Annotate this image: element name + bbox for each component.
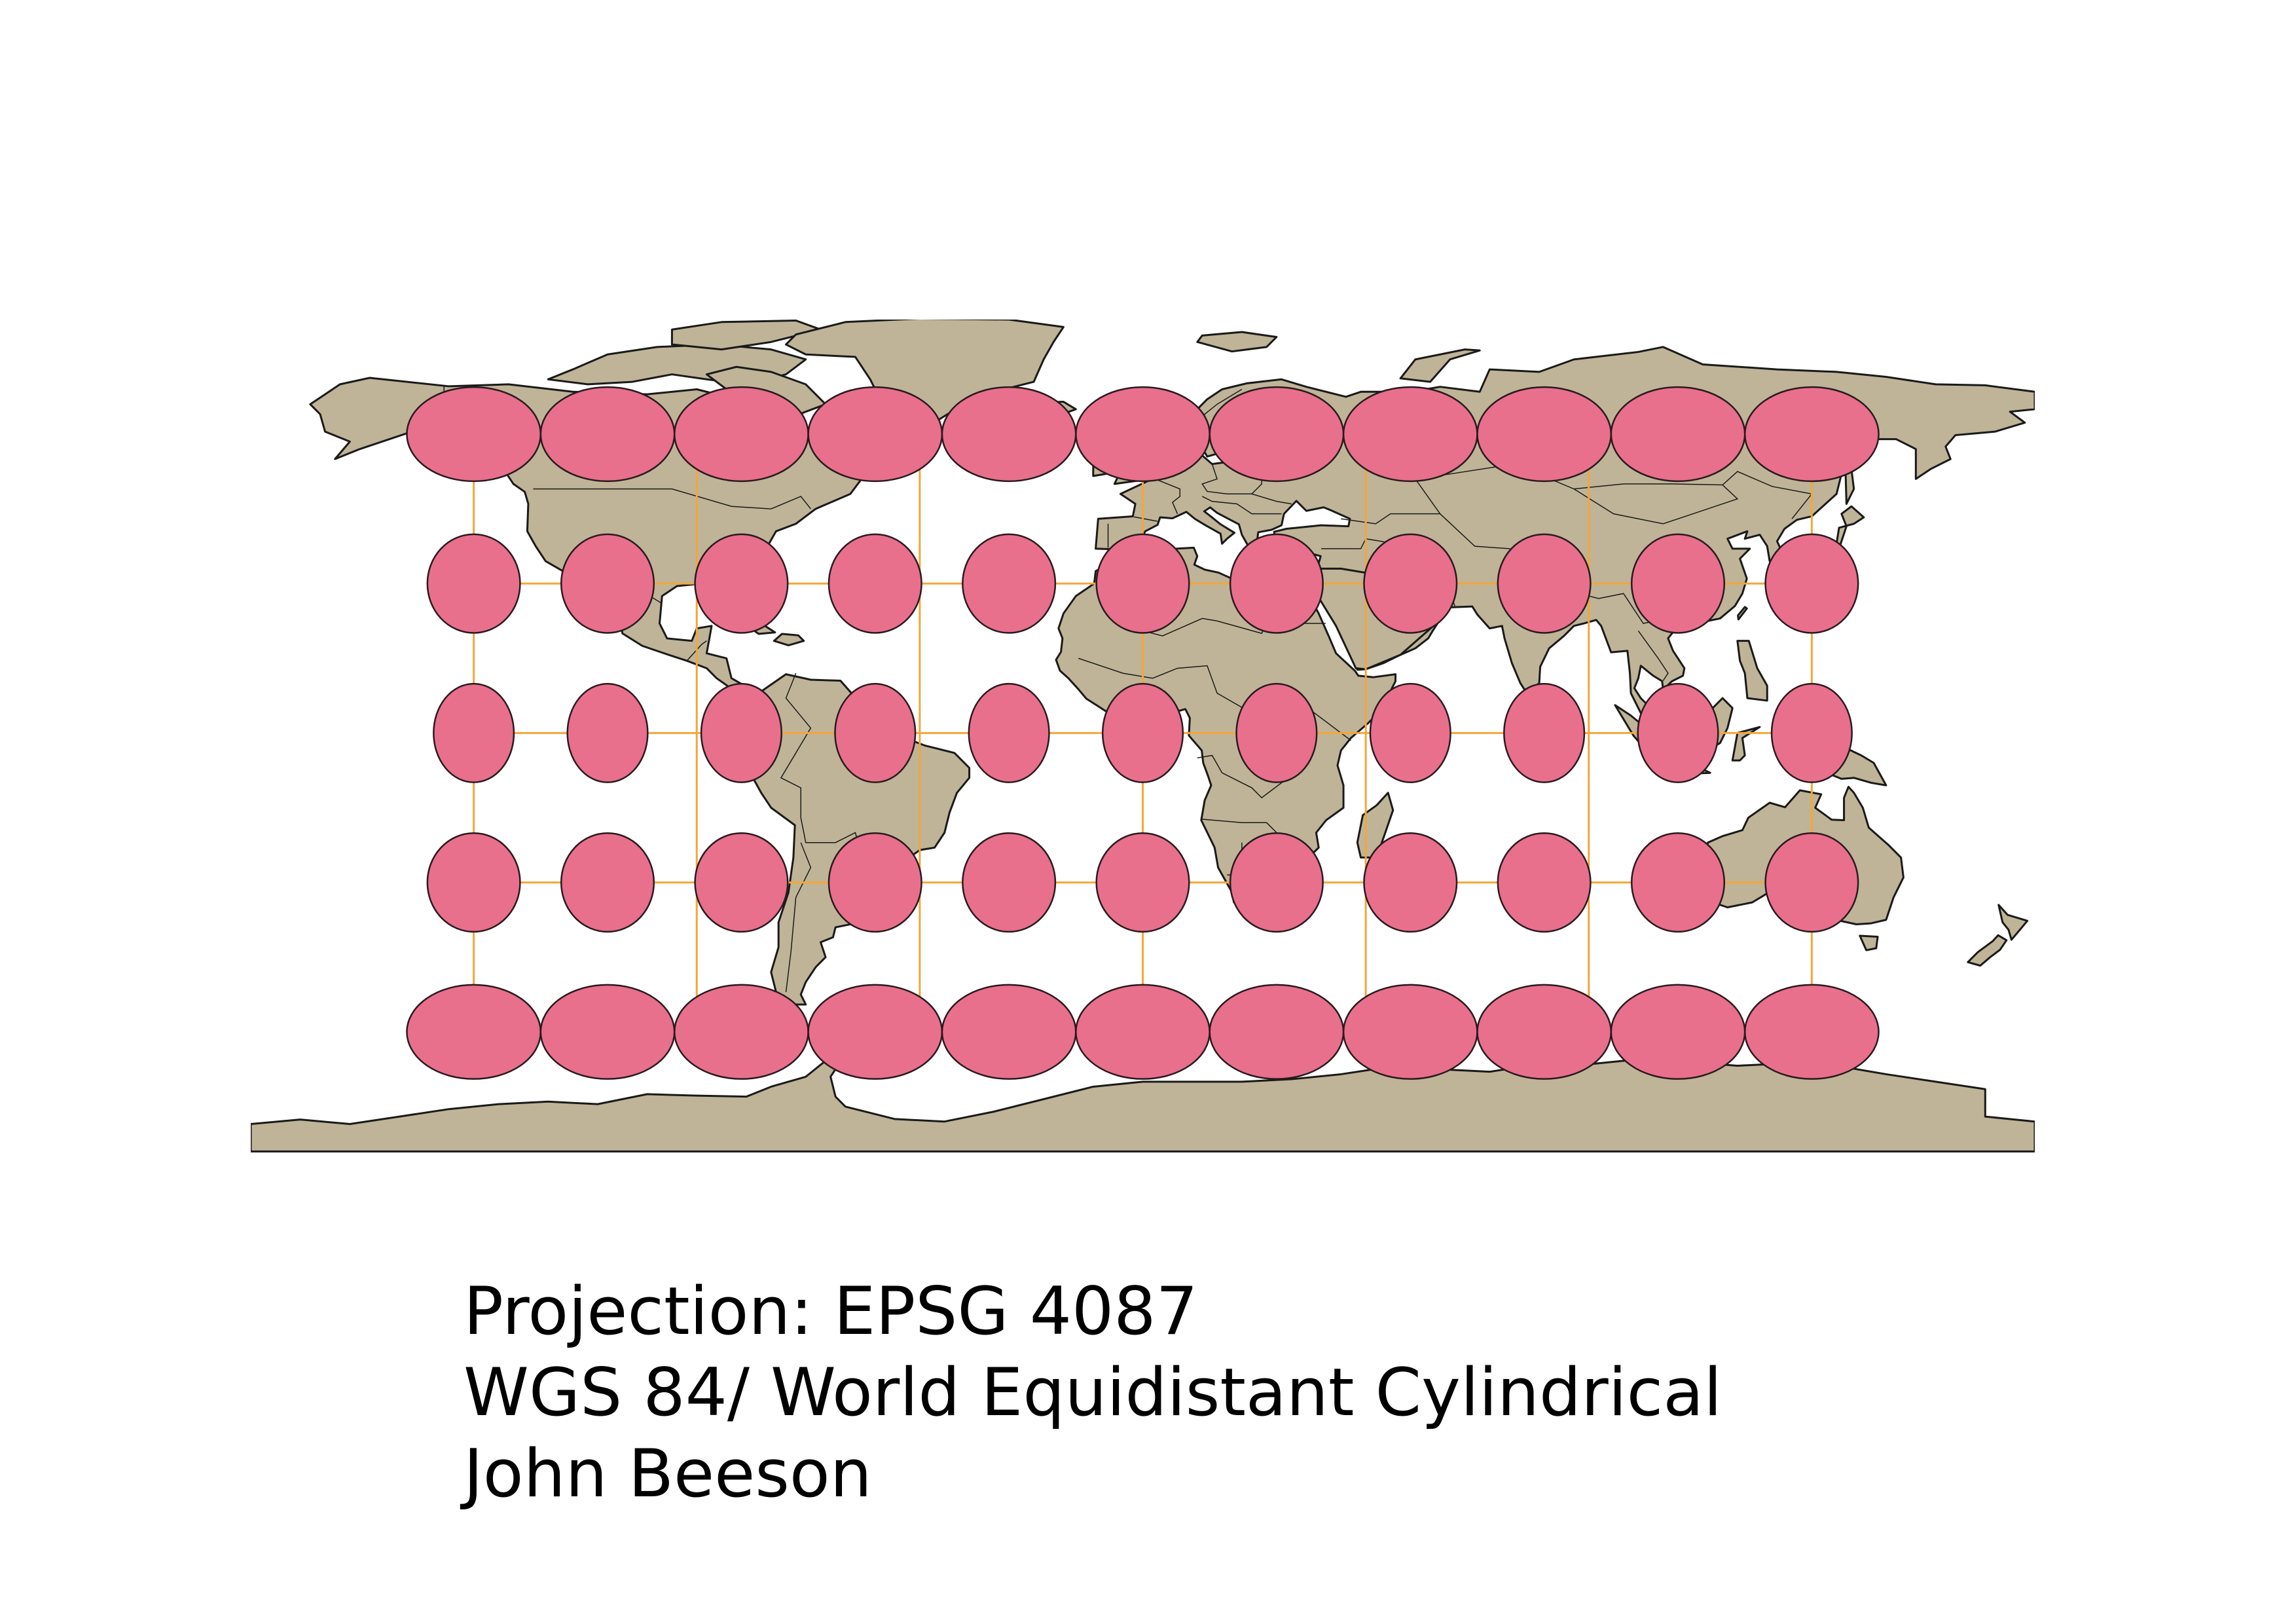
tissot-ellipse <box>695 833 788 932</box>
tissot-ellipse <box>1343 985 1477 1079</box>
tissot-ellipse <box>428 833 520 932</box>
tissot-ellipse <box>962 534 1055 633</box>
svalbard-shape <box>1197 332 1277 352</box>
tissot-ellipse <box>674 387 808 481</box>
tissot-indicatrix-layer <box>407 387 1878 1079</box>
tasmania-shape <box>1860 936 1878 950</box>
hispaniola-shape <box>774 634 803 645</box>
tissot-ellipse <box>407 985 540 1079</box>
tissot-ellipse <box>1766 534 1859 633</box>
tissot-ellipse <box>1097 534 1190 633</box>
tissot-ellipse <box>1631 534 1724 633</box>
country-border-line <box>533 489 811 509</box>
novaya-zemlya-shape <box>1400 350 1480 382</box>
map-caption: Projection: EPSG 4087 WGS 84/ World Equi… <box>464 1270 1722 1514</box>
tissot-ellipse <box>1230 534 1323 633</box>
tissot-ellipse <box>1766 833 1859 932</box>
caption-author: John Beeson <box>464 1435 872 1512</box>
caption-crs-name: WGS 84/ World Equidistant Cylindrical <box>464 1354 1722 1431</box>
tissot-ellipse <box>1631 833 1724 932</box>
tissot-ellipse <box>433 684 514 783</box>
tissot-ellipse <box>1477 985 1611 1079</box>
ellesmere-shape <box>672 321 820 350</box>
tissot-ellipse <box>561 833 654 932</box>
world-map <box>251 320 2035 1181</box>
new-zealand-south-shape <box>1968 935 2007 965</box>
tissot-ellipse <box>1611 387 1745 481</box>
tissot-ellipse <box>1370 684 1451 783</box>
tissot-ellipse <box>1745 387 1878 481</box>
tissot-ellipse <box>1745 985 1878 1079</box>
tissot-ellipse <box>969 684 1049 783</box>
taiwan-shape <box>1738 607 1747 619</box>
tissot-ellipse <box>942 387 1076 481</box>
tissot-ellipse <box>1237 684 1317 783</box>
tissot-ellipse <box>1611 985 1745 1079</box>
country-border-line <box>1134 517 1157 521</box>
tissot-ellipse <box>541 387 674 481</box>
tissot-ellipse <box>561 534 654 633</box>
country-border-line <box>687 641 706 661</box>
tissot-ellipse <box>407 387 540 481</box>
new-zealand-north-shape <box>1999 905 2028 940</box>
tissot-ellipse <box>809 985 942 1079</box>
tissot-ellipse <box>1210 387 1343 481</box>
tissot-ellipse <box>1638 684 1719 783</box>
tissot-ellipse <box>835 684 915 783</box>
tissot-ellipse <box>541 985 674 1079</box>
country-border-line <box>786 843 811 992</box>
tissot-ellipse <box>568 684 648 783</box>
tissot-ellipse <box>942 985 1076 1079</box>
tissot-ellipse <box>1477 387 1611 481</box>
tissot-ellipse <box>809 387 942 481</box>
country-border-line <box>1202 496 1281 514</box>
tissot-ellipse <box>1230 833 1323 932</box>
tissot-ellipse <box>829 833 922 932</box>
country-border-line <box>1202 464 1252 494</box>
tissot-ellipse <box>1343 387 1477 481</box>
tissot-ellipse <box>1772 684 1852 783</box>
tissot-ellipse <box>1498 833 1591 932</box>
tissot-ellipse <box>1102 684 1183 783</box>
map-canvas <box>251 320 2035 1181</box>
tissot-ellipse <box>962 833 1055 932</box>
tissot-ellipse <box>829 534 922 633</box>
tissot-ellipse <box>1504 684 1584 783</box>
philippines-shape <box>1738 641 1767 701</box>
tissot-ellipse <box>695 534 788 633</box>
tissot-ellipse <box>1364 833 1457 932</box>
tissot-ellipse <box>1364 534 1457 633</box>
tissot-ellipse <box>428 534 520 633</box>
tissot-ellipse <box>1076 387 1209 481</box>
country-border-line <box>1638 631 1667 680</box>
tissot-ellipse <box>1498 534 1591 633</box>
caption-projection: Projection: EPSG 4087 <box>464 1272 1198 1350</box>
country-border-line <box>1574 485 1738 524</box>
tissot-ellipse <box>1076 985 1209 1079</box>
tissot-ellipse <box>701 684 782 783</box>
tissot-ellipse <box>1097 833 1190 932</box>
tissot-ellipse <box>674 985 808 1079</box>
tissot-ellipse <box>1210 985 1343 1079</box>
